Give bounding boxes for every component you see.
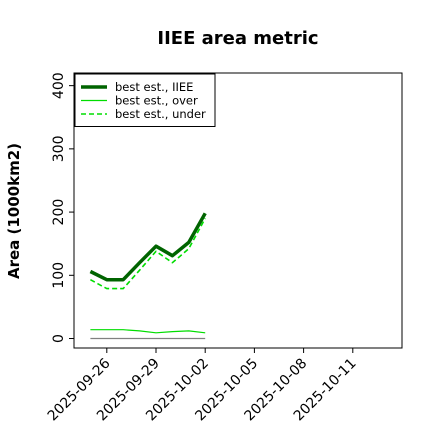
- y-tick-label: 400: [51, 72, 67, 99]
- plot-frame: [73, 72, 403, 349]
- legend-entry: best est., over: [115, 94, 198, 108]
- chart-title: IIEE area metric: [157, 28, 318, 49]
- y-tick-label: 0: [51, 334, 67, 343]
- y-tick-label: 300: [51, 135, 67, 162]
- series-line-1: [90, 329, 206, 334]
- series-line-0: [89, 212, 207, 282]
- series-line-2: [90, 218, 206, 290]
- plot-area: [89, 212, 207, 340]
- y-tick-label: 200: [51, 199, 67, 226]
- legend-entry: best est., under: [115, 107, 206, 121]
- y-tick-label: 100: [51, 262, 67, 289]
- legend-entry: best est., IIEE: [115, 80, 193, 94]
- y-axis-label: Area (1000km2): [5, 143, 23, 279]
